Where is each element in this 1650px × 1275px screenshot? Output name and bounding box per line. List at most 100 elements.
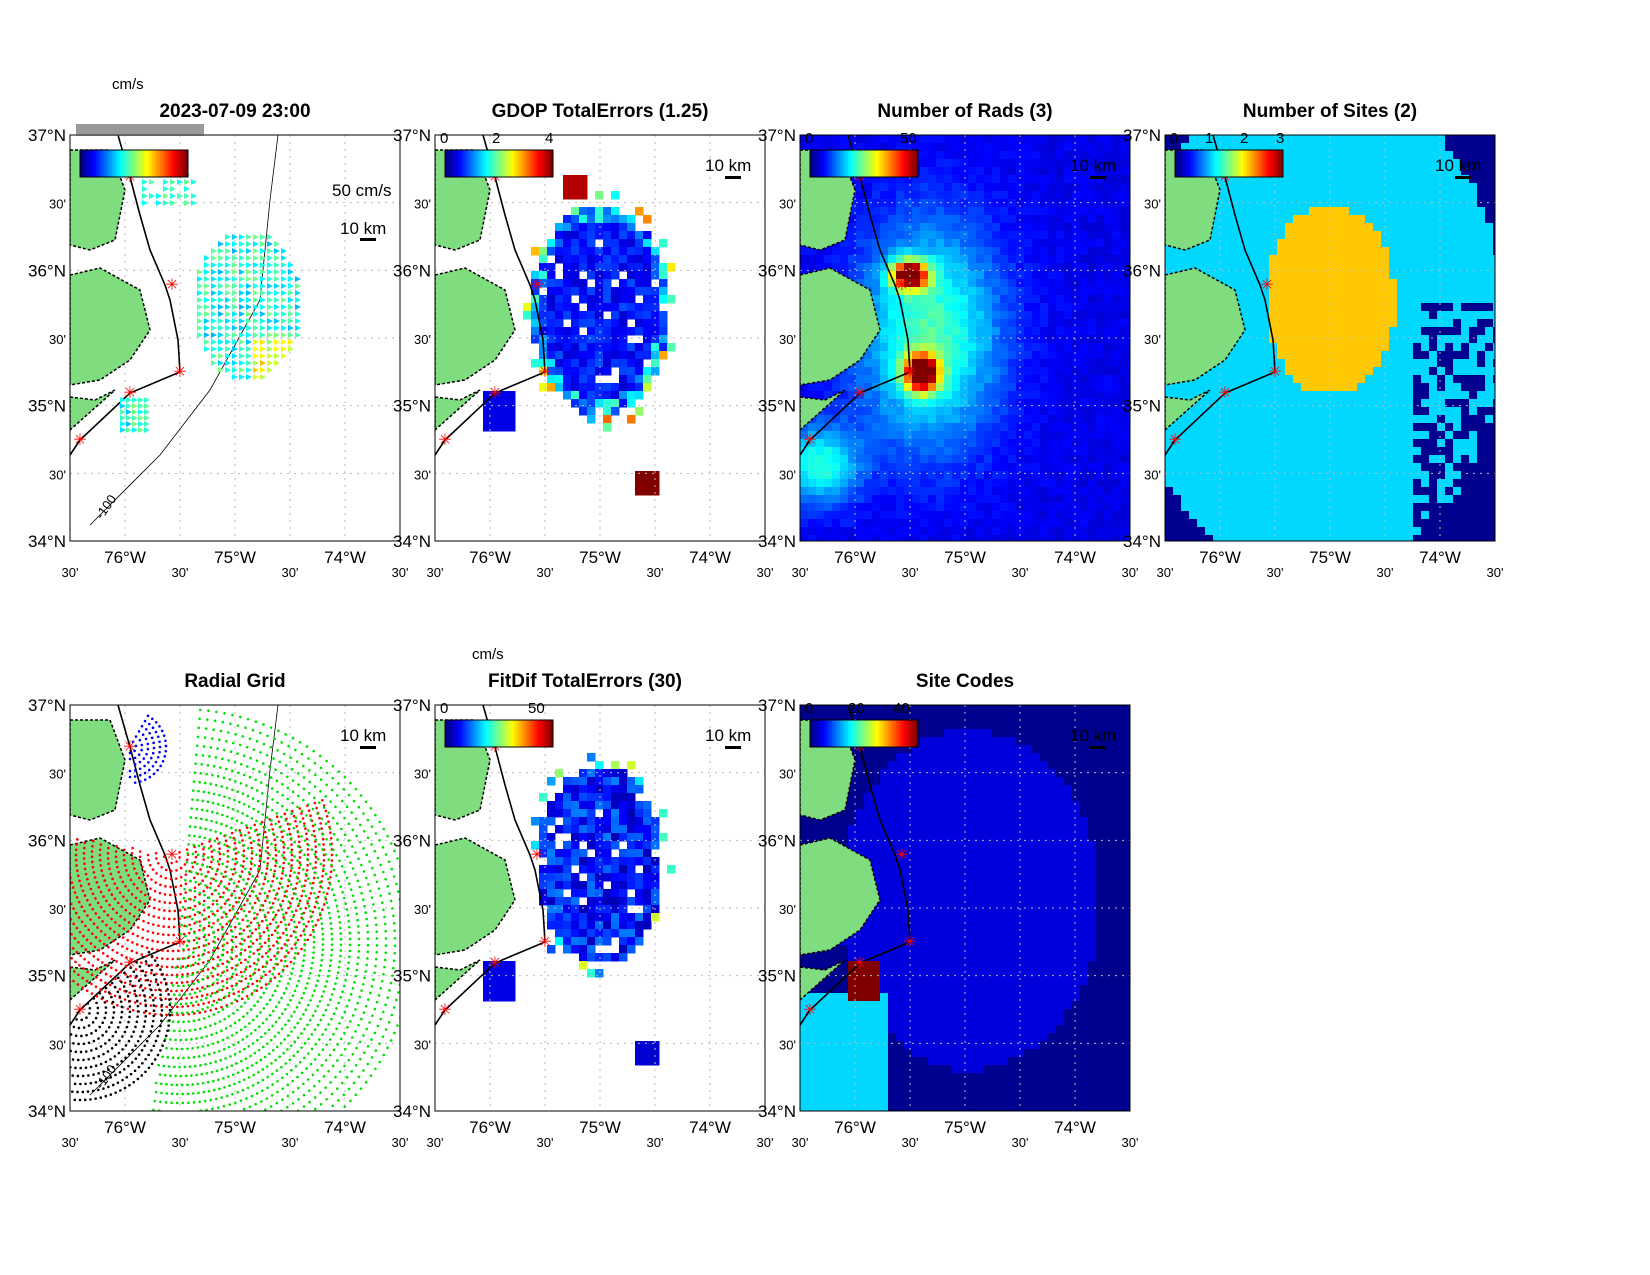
colorbar-swatch	[82, 150, 85, 177]
heat-cell	[928, 495, 937, 504]
heat-cell	[960, 319, 969, 328]
heat-cell	[635, 319, 644, 328]
heat-cell	[1325, 327, 1334, 336]
heat-cell	[856, 487, 865, 496]
colorbar-swatch	[876, 150, 879, 177]
heat-cell	[1189, 503, 1198, 512]
heat-cell	[1229, 519, 1238, 528]
heat-cell	[507, 399, 516, 408]
heat-cell	[1024, 343, 1033, 352]
heat-cell	[1389, 335, 1398, 344]
heat-cell	[864, 431, 873, 440]
heat-cell	[848, 391, 857, 400]
heat-cell	[1056, 431, 1065, 440]
heat-cell	[587, 375, 596, 384]
heat-cell	[1128, 295, 1130, 304]
heat-cell	[611, 271, 620, 280]
heat-cell	[1165, 447, 1174, 456]
heat-cell	[920, 223, 929, 232]
heat-cell	[888, 415, 897, 424]
heat-cell	[1245, 135, 1254, 144]
heat-cell	[896, 463, 905, 472]
heat-cell	[840, 399, 849, 408]
heat-cell	[896, 511, 905, 520]
heat-cell	[539, 279, 548, 288]
heat-cell	[808, 247, 817, 256]
heat-cell	[928, 375, 937, 384]
map-area: ✳✳✳✳✳	[800, 135, 1130, 541]
heat-cell	[1221, 535, 1230, 541]
heat-cell	[619, 255, 628, 264]
lon-tick-label: 74°W	[324, 548, 366, 567]
heat-cell	[1357, 207, 1366, 216]
heat-cell	[912, 367, 921, 376]
heat-cell	[1032, 343, 1041, 352]
heat-cell	[603, 303, 612, 312]
heat-cell	[1032, 399, 1041, 408]
current-vector	[204, 332, 210, 338]
current-vector	[253, 374, 259, 380]
colorbar-swatch	[134, 150, 137, 177]
current-vector	[274, 248, 280, 254]
heat-cell	[1056, 527, 1065, 536]
heat-cell	[856, 423, 865, 432]
heat-cell	[1016, 255, 1025, 264]
heat-cell	[1253, 175, 1262, 184]
colorbar-swatch	[902, 150, 905, 177]
heat-cell	[1413, 375, 1422, 384]
heat-cell	[1229, 143, 1238, 152]
heat-cell	[872, 367, 881, 376]
heat-cell	[1277, 215, 1286, 224]
heat-cell	[992, 375, 1001, 384]
heat-cell	[888, 407, 897, 416]
current-vector	[246, 318, 252, 324]
heat-cell	[840, 423, 849, 432]
heat-cell	[952, 359, 961, 368]
heat-cell	[960, 439, 969, 448]
heat-cell	[944, 191, 953, 200]
lat-tick-label: 37°N	[28, 126, 66, 145]
heat-cell	[872, 375, 881, 384]
heat-cell	[1064, 231, 1073, 240]
heat-cell	[1064, 311, 1073, 320]
heat-cell	[571, 319, 580, 328]
heat-cell	[1341, 183, 1350, 192]
heat-cell	[1040, 175, 1049, 184]
heat-cell	[808, 535, 817, 541]
current-vector	[184, 193, 190, 199]
heat-cell	[904, 135, 913, 144]
heat-cell	[840, 487, 849, 496]
heat-cell	[936, 471, 945, 480]
heat-cell	[659, 263, 668, 272]
heat-cell	[1213, 439, 1222, 448]
heat-cell	[1253, 415, 1262, 424]
heat-cell	[984, 271, 993, 280]
heat-cell	[1341, 247, 1350, 256]
heat-cell	[1080, 503, 1089, 512]
heat-cell	[904, 231, 913, 240]
colorbar-swatch	[521, 150, 524, 177]
heat-cell	[1301, 431, 1310, 440]
heat-cell	[587, 263, 596, 272]
heat-cell	[1048, 487, 1057, 496]
heat-cell	[1072, 487, 1081, 496]
heat-cell	[960, 199, 969, 208]
heat-cell	[960, 311, 969, 320]
heat-cell	[1128, 367, 1130, 376]
heat-cell	[912, 271, 921, 280]
heat-cell	[1397, 247, 1406, 256]
colorbar-swatch	[884, 150, 887, 177]
heat-cell	[1080, 319, 1089, 328]
heat-cell	[1269, 439, 1278, 448]
heat-cell	[1277, 503, 1286, 512]
heat-cell	[1253, 519, 1262, 528]
heat-cell	[976, 255, 985, 264]
heat-cell	[1048, 351, 1057, 360]
colorbar-swatch	[519, 150, 522, 177]
heat-cell	[1325, 199, 1334, 208]
heat-cell	[651, 471, 660, 480]
heat-cell	[1293, 423, 1302, 432]
heat-cell	[1245, 375, 1254, 384]
heat-cell	[1317, 271, 1326, 280]
heat-cell	[1357, 391, 1366, 400]
